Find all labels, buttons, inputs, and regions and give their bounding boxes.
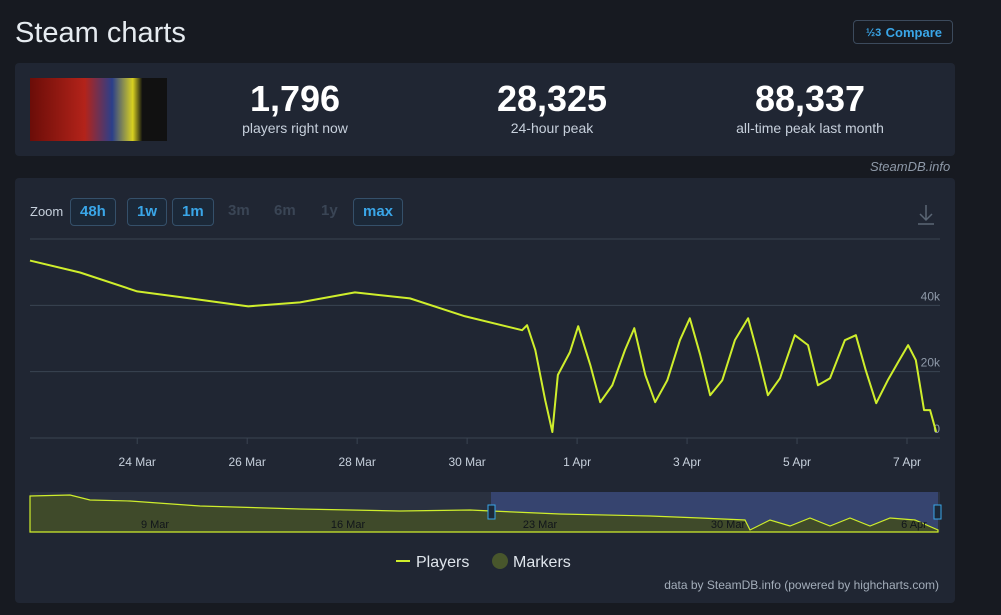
stat: 1,796 players right now <box>185 78 405 136</box>
legend-swatch <box>492 553 508 569</box>
navigator-series <box>29 494 939 533</box>
zoom-button[interactable]: 1w <box>127 198 168 226</box>
page-title: Steam charts <box>15 17 186 49</box>
stats-panel <box>15 63 955 156</box>
navigator-label: 9 Mar <box>141 519 169 531</box>
zoom-button[interactable]: 1y <box>321 202 338 219</box>
stat-label: 24-hour peak <box>510 120 594 136</box>
stat: 28,325 24-hour peak <box>442 78 662 136</box>
y-tick-label: 0 <box>933 422 940 436</box>
credit: data by SteamDB.info (powered by highcha… <box>664 578 939 592</box>
zoom-button[interactable]: 6m <box>274 202 296 219</box>
game-image[interactable] <box>30 78 167 141</box>
stat-value: 1,796 <box>249 78 341 119</box>
stat-label: players right now <box>242 120 348 136</box>
stat-value: 28,325 <box>496 78 608 119</box>
download-icon[interactable] <box>918 205 934 225</box>
x-tick-label: 24 Mar <box>119 455 156 469</box>
x-tick-label: 3 Apr <box>673 455 701 469</box>
x-tick-label: 5 Apr <box>783 455 811 469</box>
legend-label[interactable]: Players <box>416 554 469 571</box>
x-tick-label: 7 Apr <box>893 455 921 469</box>
x-tick-label: 28 Mar <box>338 455 375 469</box>
navigator-label: 16 Mar <box>331 519 366 531</box>
zoom-label: Zoom <box>30 204 64 219</box>
source-label: SteamDB.info <box>870 159 951 174</box>
compare-label: Compare <box>885 25 942 40</box>
legend-label[interactable]: Markers <box>513 554 571 571</box>
navigator-handle[interactable] <box>933 504 942 520</box>
navigator-label: 23 Mar <box>523 519 558 531</box>
x-tick-label: 1 Apr <box>563 455 591 469</box>
zoom-button[interactable]: 3m <box>228 202 250 219</box>
zoom-button[interactable]: 1m <box>172 198 214 226</box>
navigator-label: 30 Mar <box>711 519 746 531</box>
series-line <box>29 259 938 434</box>
zoom-button[interactable]: 48h <box>70 198 116 226</box>
zoom-button[interactable]: max <box>353 198 404 226</box>
stat: 88,337 all-time peak last month <box>700 78 920 136</box>
y-tick-label: 40k <box>921 289 941 303</box>
navigator-label: 6 Apr <box>901 519 927 531</box>
stat-label: all-time peak last month <box>736 120 884 136</box>
navigator-handle[interactable] <box>487 504 496 520</box>
stat-value: 88,337 <box>754 78 866 119</box>
compare-button[interactable]: ½3 Compare <box>853 20 953 44</box>
x-tick-label: 26 Mar <box>229 455 266 469</box>
y-tick-label: 20k <box>921 356 941 370</box>
x-tick-label: 30 Mar <box>448 455 485 469</box>
